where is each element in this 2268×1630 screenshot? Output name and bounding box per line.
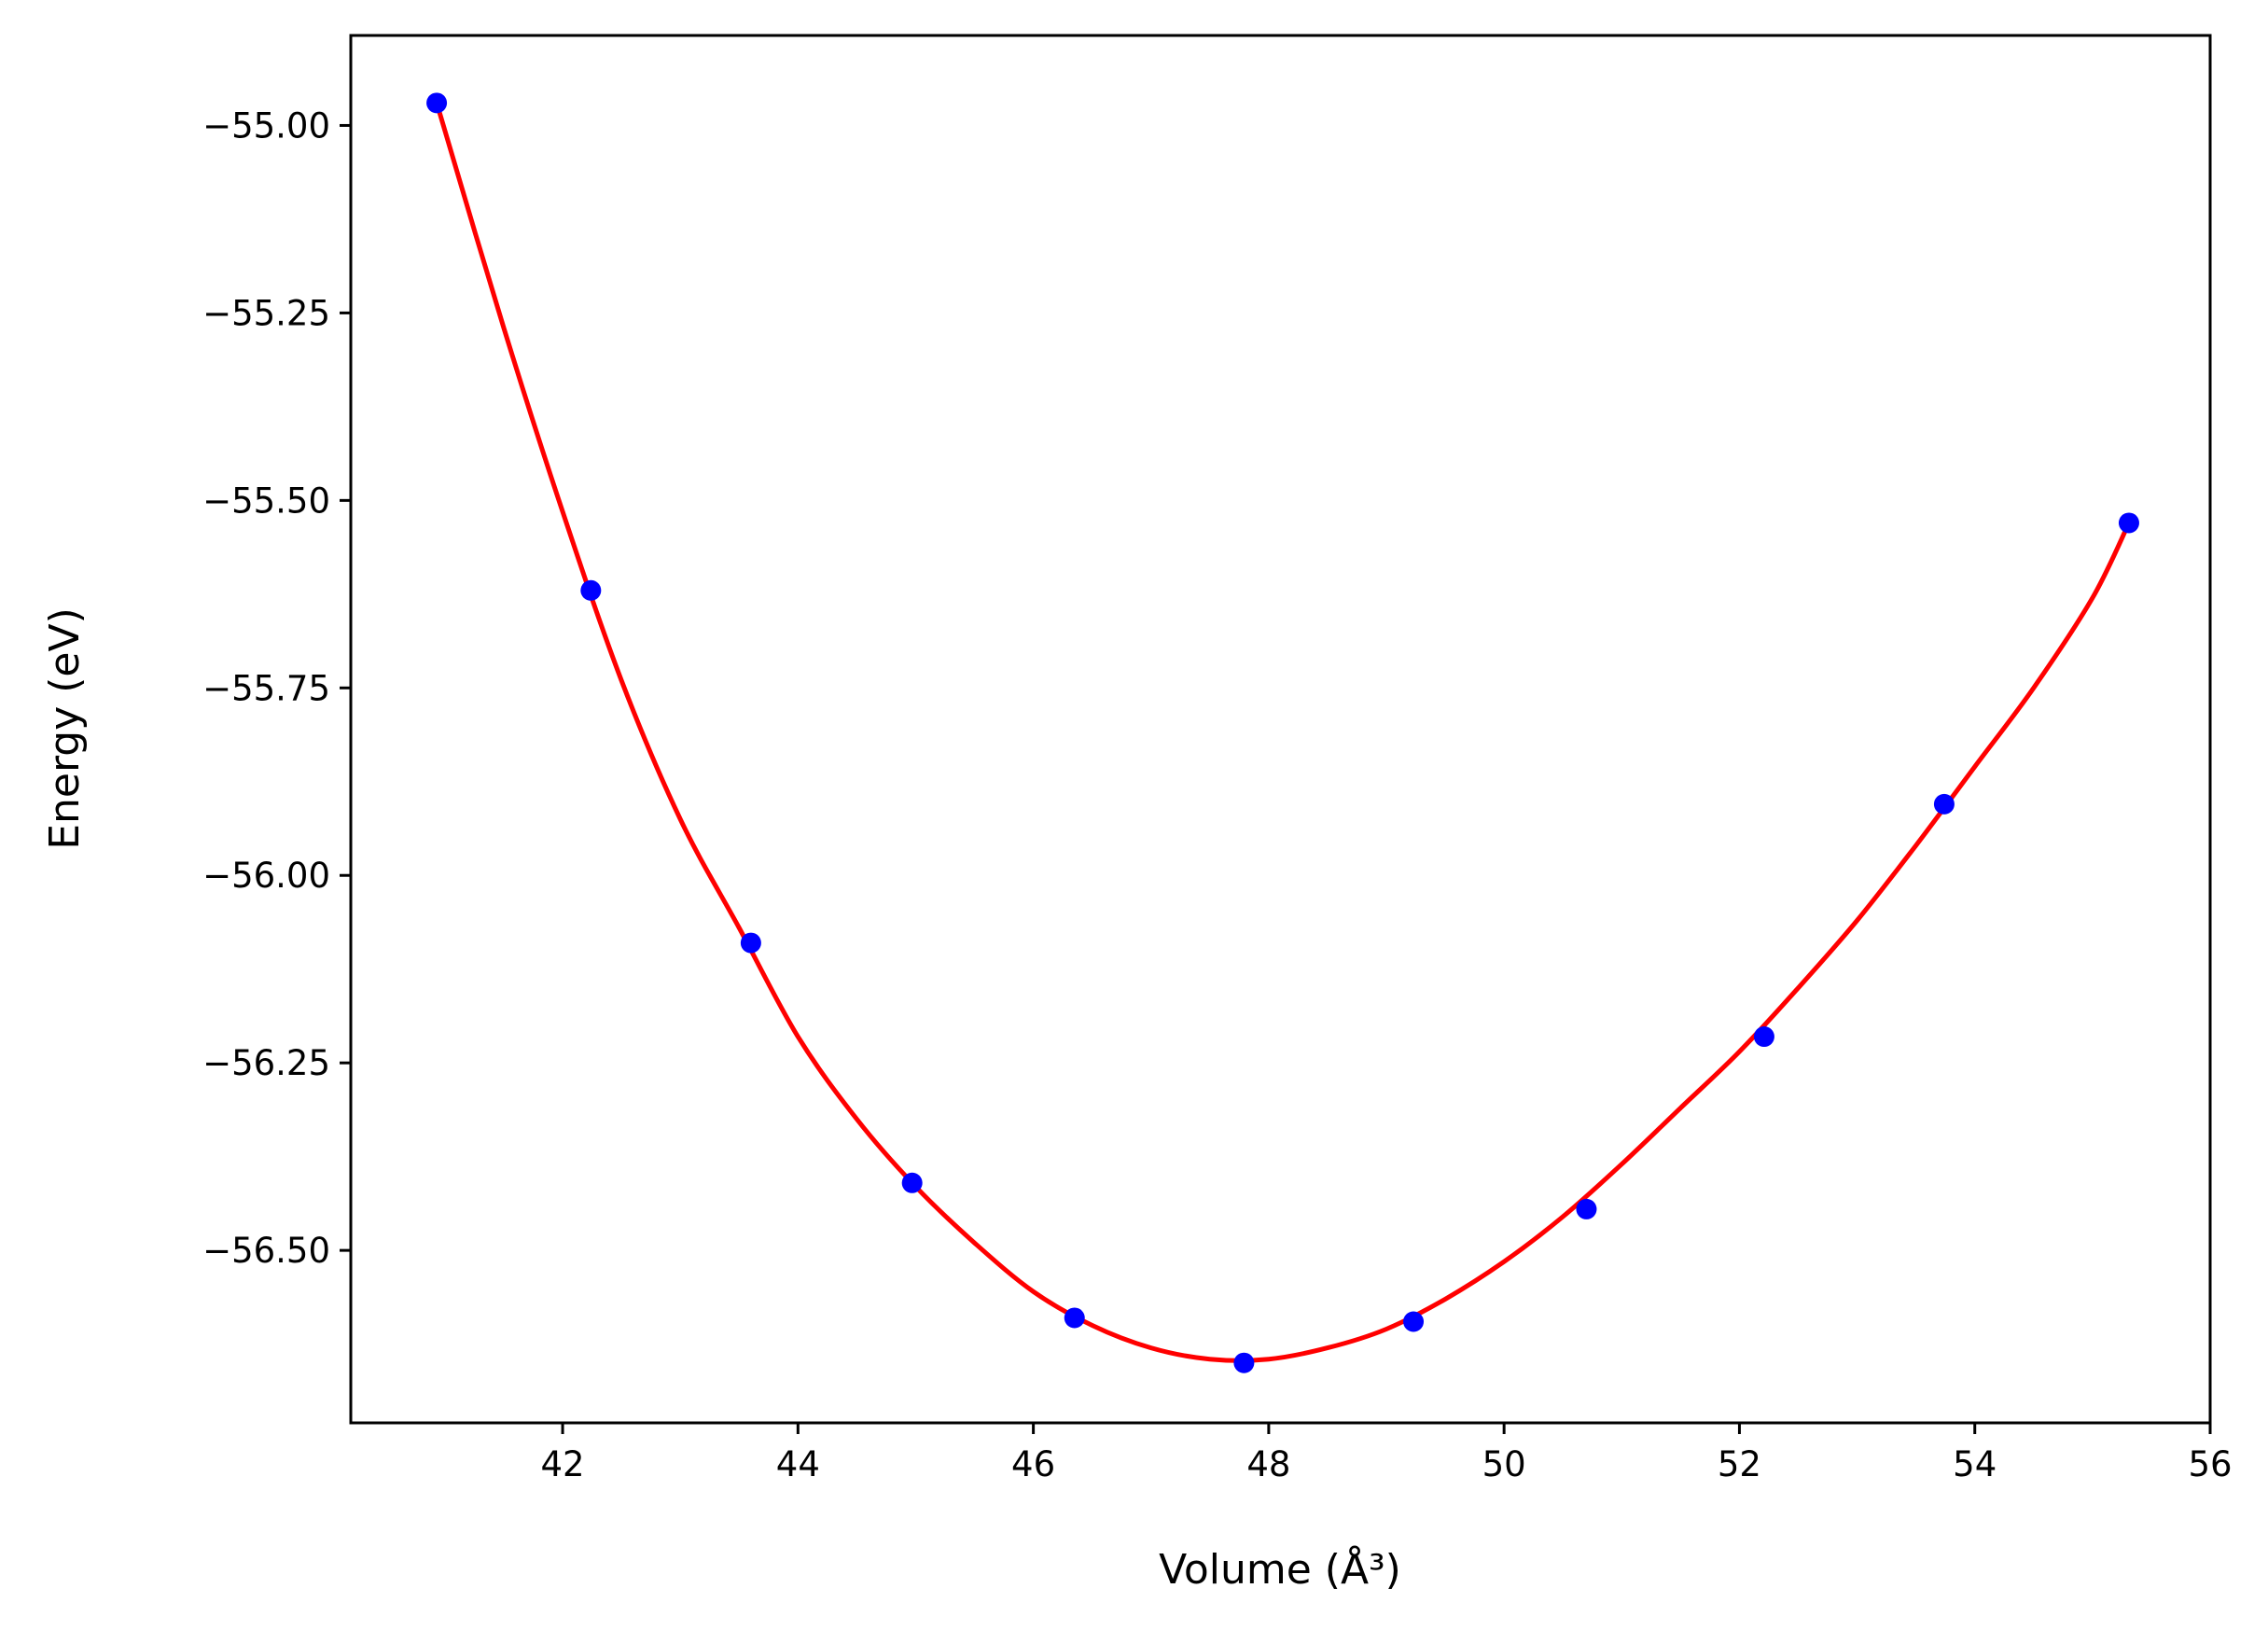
data-point [740, 932, 761, 954]
axes-frame [349, 34, 2212, 1425]
x-tick-label: 52 [1718, 1444, 1761, 1484]
x-axis-ticks: 42 44 46 48 50 52 54 56 [541, 1423, 2233, 1484]
x-axis-label: Volume (Å³) [1159, 1544, 1401, 1594]
x-tick-label: 42 [541, 1444, 585, 1484]
x-tick-label: 56 [2188, 1444, 2232, 1484]
y-tick-label: −56.25 [202, 1043, 330, 1083]
y-tick-label: −55.50 [202, 481, 330, 521]
y-axis-ticks: −55.00 −55.25 −55.50 −55.75 −56.00 −56.25 −56.… [202, 105, 351, 1271]
x-tick-label: 54 [1953, 1444, 1997, 1484]
y-axis-label: Energy (eV) [41, 607, 89, 850]
x-tick-label: 48 [1246, 1444, 1290, 1484]
data-point [901, 1172, 923, 1193]
data-point [426, 92, 448, 114]
data-points-layer [426, 92, 2139, 1373]
y-tick-label: −55.25 [202, 293, 330, 333]
y-tick-label: −55.75 [202, 668, 330, 708]
plot-area [351, 35, 2210, 1423]
data-point [1403, 1311, 1425, 1332]
data-point [1753, 1026, 1774, 1048]
data-point [1233, 1352, 1255, 1373]
data-point [2118, 512, 2139, 534]
x-tick-label: 50 [1482, 1444, 1526, 1484]
data-point [1064, 1307, 1085, 1329]
data-point [1576, 1198, 1597, 1219]
y-tick-label: −56.00 [202, 856, 330, 896]
x-tick-label: 44 [776, 1444, 820, 1484]
data-point [1933, 793, 1955, 815]
x-tick-label: 46 [1011, 1444, 1055, 1484]
data-point [580, 579, 602, 601]
y-tick-label: −55.00 [202, 105, 330, 146]
y-tick-label: −56.50 [202, 1231, 330, 1271]
